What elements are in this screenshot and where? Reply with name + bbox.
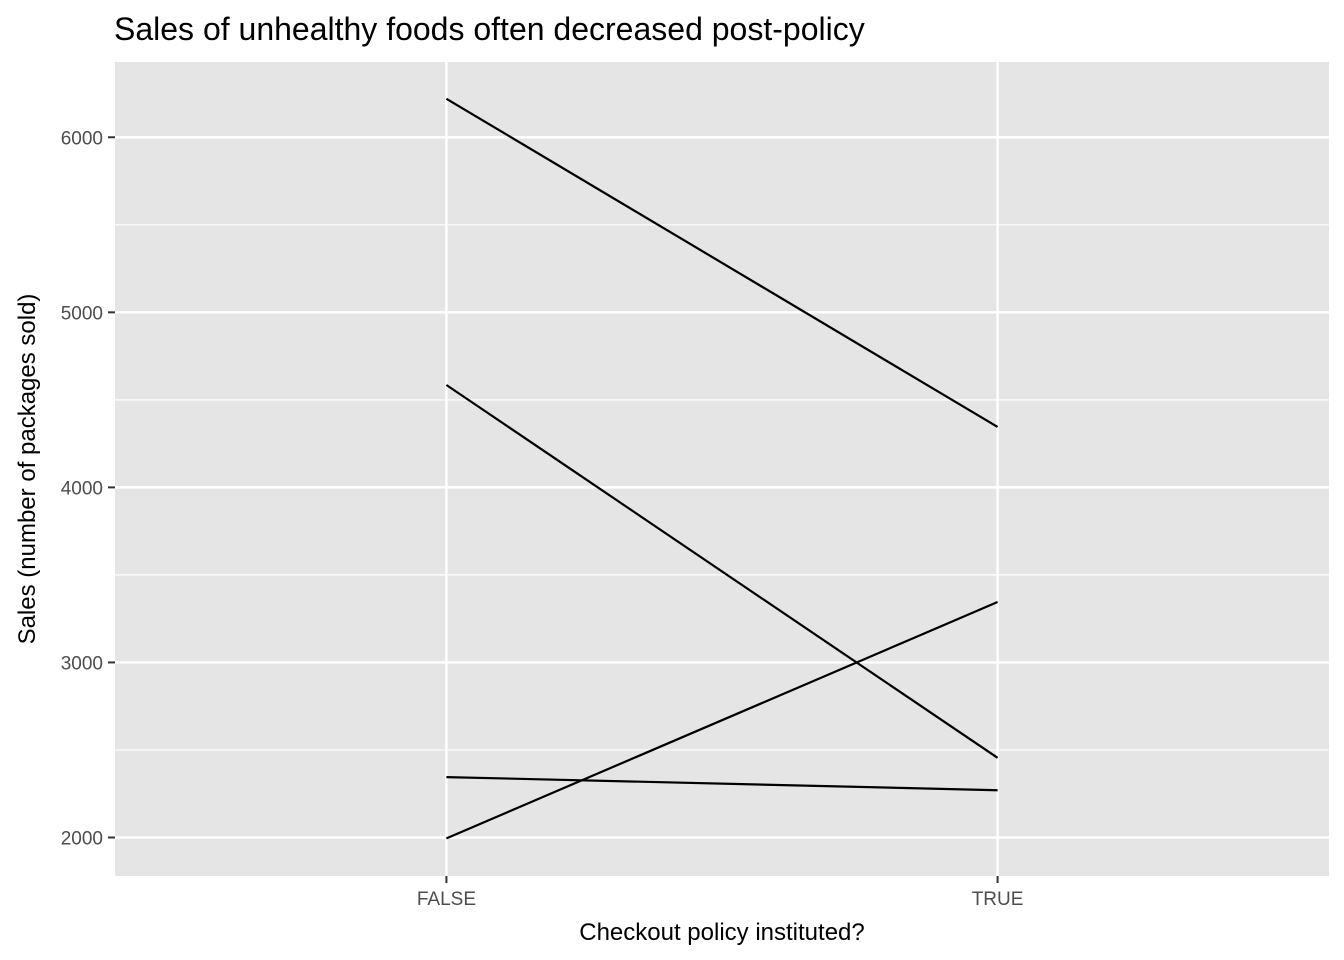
plot-panel <box>115 62 1329 876</box>
series-line <box>445 384 999 759</box>
y-axis: 2000 3000 4000 5000 6000 <box>61 128 115 849</box>
y-axis-title: Sales (number of packages sold) <box>14 294 41 645</box>
major-gridlines <box>115 62 1329 876</box>
minor-gridlines <box>115 224 1329 751</box>
x-tick-label: TRUE <box>972 889 1024 910</box>
y-tick-label: 6000 <box>61 128 103 149</box>
series-line <box>445 601 999 840</box>
x-tick-label: FALSE <box>417 889 476 910</box>
series-line <box>445 97 999 428</box>
series-lines <box>445 97 999 840</box>
y-tick-label: 3000 <box>61 653 103 674</box>
y-tick-label: 2000 <box>61 828 103 849</box>
x-axis-title: Checkout policy instituted? <box>579 919 865 946</box>
y-tick-label: 5000 <box>61 303 103 324</box>
y-tick-label: 4000 <box>61 478 103 499</box>
series-line <box>446 775 998 792</box>
chart-title: Sales of unhealthy foods often decreased… <box>114 11 865 47</box>
x-axis: FALSE TRUE <box>417 876 1024 910</box>
